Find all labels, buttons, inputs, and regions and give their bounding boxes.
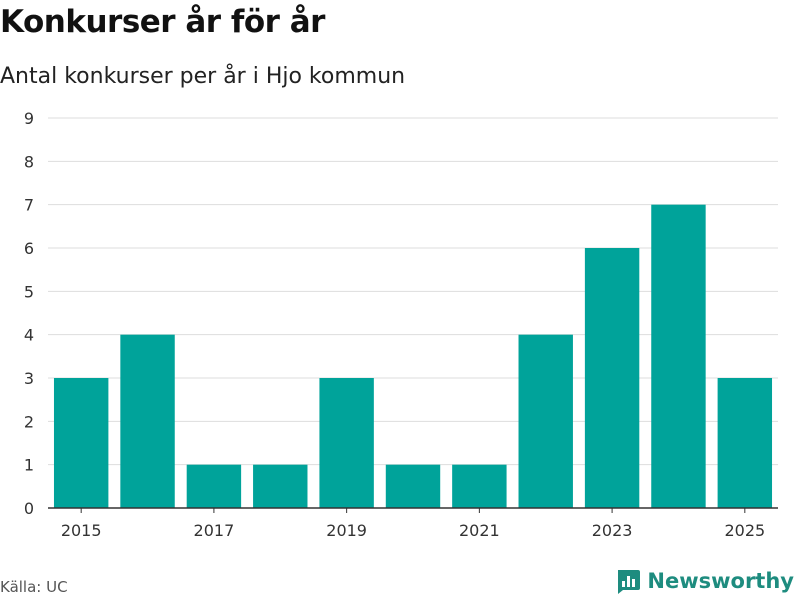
bar-2017 bbox=[186, 464, 242, 508]
bar-chart: 0 1 2 3 4 5 6 7 8 9 2015 2017 2019 2021 2023 2025 bbox=[24, 109, 778, 540]
brand-logo: Newsworthy bbox=[615, 568, 794, 594]
x-tick-label: 2019 bbox=[326, 521, 367, 540]
x-tick-label: 2025 bbox=[724, 521, 765, 540]
y-tick-label: 1 bbox=[24, 456, 34, 475]
bar-2023 bbox=[584, 248, 640, 508]
y-tick-label: 3 bbox=[24, 369, 34, 388]
y-tick-label: 4 bbox=[24, 326, 34, 345]
source-note: Källa: UC bbox=[0, 578, 68, 596]
bar-2019 bbox=[319, 378, 374, 508]
bar-2018 bbox=[253, 464, 308, 508]
x-tick-label: 2023 bbox=[592, 521, 633, 540]
y-tick-label: 7 bbox=[24, 196, 34, 215]
x-tick-label: 2015 bbox=[61, 521, 102, 540]
y-tick-label: 5 bbox=[24, 282, 34, 301]
chart-title: Konkurser år för år bbox=[0, 4, 325, 40]
x-tick-label: 2021 bbox=[459, 521, 500, 540]
y-tick-label: 0 bbox=[24, 499, 34, 518]
bar-2020 bbox=[385, 464, 441, 508]
bar-2022 bbox=[518, 334, 573, 508]
brand-name: Newsworthy bbox=[647, 569, 794, 593]
x-tick-label: 2017 bbox=[194, 521, 235, 540]
bar-2025 bbox=[717, 378, 773, 508]
y-tick-label: 8 bbox=[24, 152, 34, 171]
chart-subtitle: Antal konkurser per år i Hjo kommun bbox=[0, 64, 406, 89]
y-tick-label: 9 bbox=[24, 109, 34, 128]
bar-2016 bbox=[120, 334, 175, 508]
y-tick-label: 6 bbox=[24, 239, 34, 258]
y-tick-label: 2 bbox=[24, 412, 34, 431]
bar-2024 bbox=[651, 204, 706, 508]
bar-chart-logo-icon bbox=[618, 570, 641, 594]
bar-2015 bbox=[53, 378, 109, 508]
bar-2021 bbox=[452, 464, 507, 508]
